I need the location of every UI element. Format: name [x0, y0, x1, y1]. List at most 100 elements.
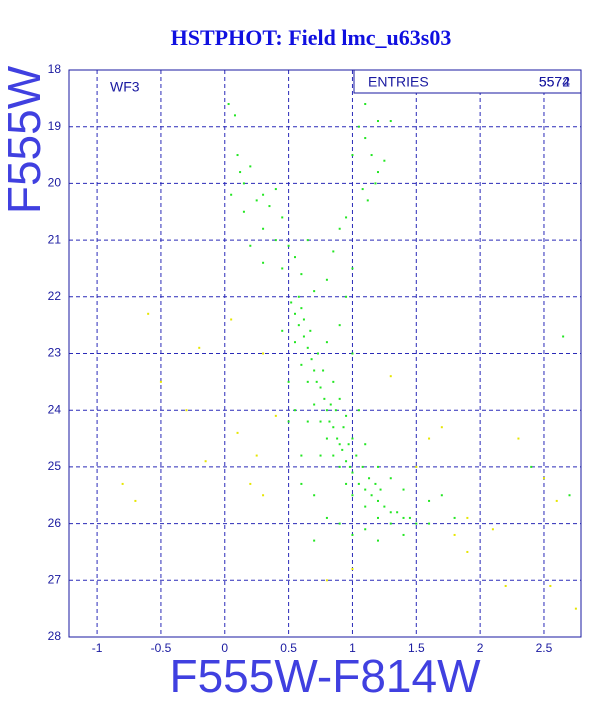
data-point [249, 482, 252, 485]
stats-value: 5572 [539, 74, 570, 90]
data-point [236, 431, 239, 434]
stats-box [353, 69, 582, 94]
data-point [370, 494, 373, 497]
data-point [428, 437, 431, 440]
data-point [351, 437, 354, 440]
data-point [389, 375, 392, 378]
y-tick-label: 19 [48, 119, 62, 133]
y-tick-label: 24 [48, 402, 62, 416]
data-point [376, 120, 379, 123]
data-point [262, 227, 265, 230]
data-point [334, 409, 337, 412]
data-point [361, 188, 364, 191]
data-point [300, 454, 303, 457]
data-point [300, 482, 303, 485]
y-tick-label: 27 [48, 572, 62, 586]
data-point [121, 482, 124, 485]
data-point [530, 465, 533, 468]
data-point [374, 482, 377, 485]
data-point [306, 380, 309, 383]
data-point [281, 216, 284, 219]
data-point [316, 352, 319, 355]
data-point [389, 522, 392, 525]
data-point [440, 494, 443, 497]
data-point [361, 465, 364, 468]
data-point [555, 499, 558, 502]
data-point [376, 539, 379, 542]
data-point [236, 154, 239, 157]
data-point [242, 210, 245, 213]
y-tick-label: 28 [48, 629, 62, 643]
data-point [302, 318, 305, 321]
data-point [306, 420, 309, 423]
y-tick-label: 22 [48, 289, 62, 303]
data-point [542, 477, 545, 480]
data-point [230, 318, 233, 321]
data-point [147, 312, 150, 315]
data-point [274, 188, 277, 191]
data-point [342, 426, 345, 429]
data-point [313, 403, 316, 406]
chart-title: HSTPHOT: Field lmc_u63s03 [171, 25, 452, 50]
data-point [338, 465, 341, 468]
y-tick-label: 23 [48, 346, 62, 360]
data-point [328, 420, 331, 423]
x-tick-label: 2 [477, 641, 484, 655]
data-point [338, 397, 341, 400]
data-point [428, 522, 431, 525]
data-point [428, 499, 431, 502]
plot-frame [68, 69, 582, 638]
data-point [357, 482, 360, 485]
data-point [233, 114, 236, 117]
data-point [325, 437, 328, 440]
data-point [366, 199, 369, 202]
data-point [332, 380, 335, 383]
data-point [329, 403, 332, 406]
data-point [249, 244, 252, 247]
data-point [345, 482, 348, 485]
annotation: WF3 [110, 79, 140, 95]
data-point [345, 216, 348, 219]
data-point [262, 352, 265, 355]
data-point [287, 244, 290, 247]
data-point [364, 505, 367, 508]
data-point [332, 426, 335, 429]
data-point [453, 533, 456, 536]
data-point [383, 505, 386, 508]
data-point [297, 295, 300, 298]
x-tick-label: 0 [221, 641, 228, 655]
stats-value: 5574 [539, 74, 570, 90]
data-point [562, 335, 565, 338]
data-point [351, 352, 354, 355]
data-point [323, 397, 326, 400]
data-point [239, 171, 242, 174]
data-point [159, 380, 162, 383]
data-point [347, 443, 350, 446]
x-tick-label: 2.5 [536, 641, 553, 655]
data-point [300, 363, 303, 366]
data-point [249, 165, 252, 168]
data-point [364, 103, 367, 106]
data-point [357, 125, 360, 128]
x-tick-label: -1 [92, 641, 103, 655]
data-point [368, 477, 371, 480]
data-point [313, 290, 316, 293]
data-point [293, 312, 296, 315]
y-tick-label: 20 [48, 176, 62, 190]
data-point [302, 335, 305, 338]
data-point [204, 460, 207, 463]
data-point [319, 420, 322, 423]
data-point [198, 346, 201, 349]
data-point [293, 409, 296, 412]
data-point [290, 301, 293, 304]
data-point [336, 437, 339, 440]
data-point [383, 159, 386, 162]
data-point [453, 516, 456, 519]
data-point [300, 307, 303, 310]
data-point [345, 295, 348, 298]
data-point [348, 465, 351, 468]
data-point [389, 120, 392, 123]
data-point [230, 193, 233, 196]
data-point [351, 533, 354, 536]
data-point [338, 227, 341, 230]
